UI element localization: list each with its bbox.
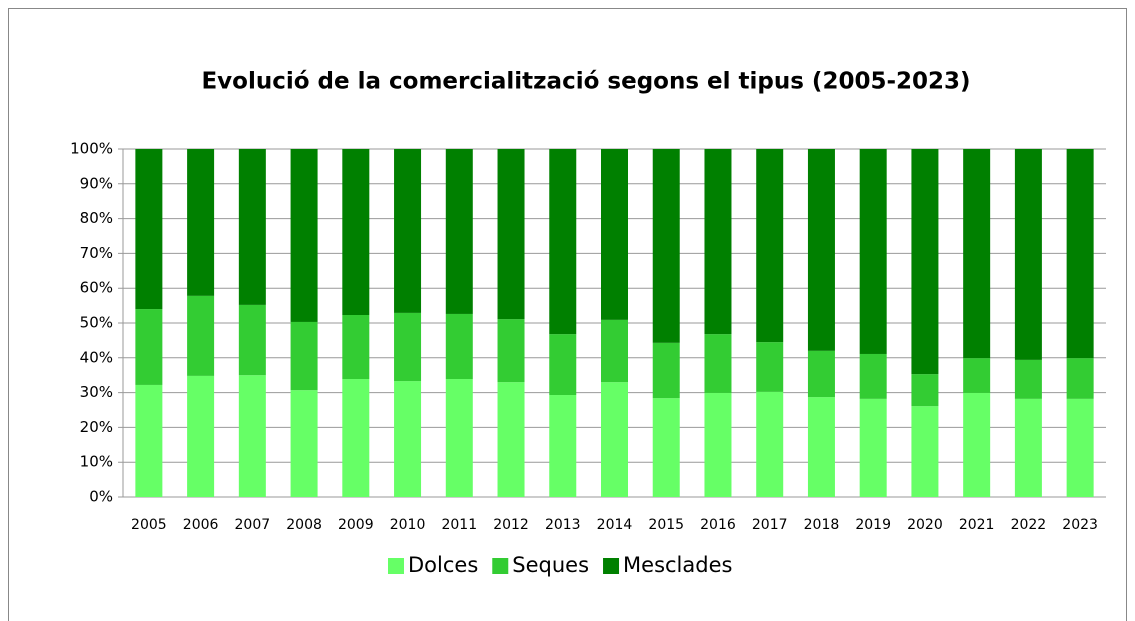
x-tick-label: 2013 [545, 517, 581, 533]
bar-segment [807, 350, 835, 398]
x-tick-label: 2011 [441, 517, 477, 533]
bar-segment [445, 149, 473, 314]
bar-segment [1014, 359, 1042, 399]
y-tick-label: 50% [80, 314, 113, 332]
bar-segment [859, 353, 887, 399]
bar-segment [187, 295, 215, 376]
x-tick-label: 2023 [1062, 517, 1098, 533]
bar-segment [290, 149, 318, 322]
bar-segment [445, 313, 473, 380]
bar-segment [652, 342, 680, 399]
bar-segment [911, 406, 939, 497]
bar-segment [963, 392, 991, 497]
bar-segment [704, 392, 732, 497]
bar-segment [394, 149, 422, 313]
legend-label: Mesclades [623, 553, 732, 577]
y-tick-label: 20% [80, 418, 113, 436]
bar-segment [1014, 398, 1042, 497]
bar-segment [859, 149, 887, 354]
bar-segment [1066, 398, 1094, 497]
bar-segment [601, 382, 628, 497]
x-tick-label: 2020 [907, 517, 943, 533]
y-tick-label: 40% [80, 348, 113, 366]
bar-segment [756, 342, 784, 392]
bar-segment [1066, 149, 1094, 359]
bar-segment [342, 149, 370, 315]
y-tick-label: 30% [80, 383, 113, 401]
y-tick-label: 0% [89, 488, 113, 506]
bar-segment [497, 149, 525, 320]
bar-segment [135, 384, 163, 497]
bar-segment [807, 397, 835, 497]
bar-segment [290, 321, 318, 391]
x-tick-label: 2009 [338, 517, 374, 533]
bar-segment [135, 149, 163, 310]
x-tick-label: 2014 [597, 517, 633, 533]
bar-segment [238, 375, 266, 497]
y-tick-label: 70% [80, 244, 113, 262]
legend-swatch [388, 558, 404, 574]
x-tick-label: 2005 [131, 517, 167, 533]
bar-segment [601, 149, 628, 320]
y-tick-label: 10% [80, 453, 113, 471]
bar-segment [963, 358, 991, 393]
x-tick-label: 2022 [1011, 517, 1047, 533]
legend-label: Dolces [408, 553, 478, 577]
x-tick-label: 2015 [648, 517, 684, 533]
chart-title: Evolució de la comercialització segons e… [201, 69, 970, 95]
y-tick-label: 100% [70, 140, 113, 158]
x-tick-label: 2019 [855, 517, 891, 533]
bar-segment [601, 319, 628, 383]
x-tick-label: 2021 [959, 517, 995, 533]
x-tick-label: 2007 [235, 517, 271, 533]
bar-segment [342, 314, 370, 380]
bar-segment [859, 398, 887, 497]
bar-segment [549, 395, 577, 497]
bar-segment [1066, 358, 1094, 399]
bar-segment [497, 319, 525, 383]
bar-segment [238, 149, 266, 305]
legend-swatch [603, 558, 620, 574]
bar-segment [652, 398, 680, 497]
bar-segment [756, 391, 784, 497]
x-tick-label: 2017 [752, 517, 788, 533]
y-tick-label: 80% [80, 209, 113, 227]
bar-segment [911, 149, 939, 375]
bar-segment [394, 312, 422, 382]
x-tick-label: 2010 [390, 517, 426, 533]
bar-segment [549, 149, 577, 335]
legend-swatch [492, 558, 509, 574]
x-tick-label: 2012 [493, 517, 529, 533]
bar-segment [445, 379, 473, 497]
x-tick-label: 2018 [804, 517, 840, 533]
bar-segment [1014, 149, 1042, 360]
x-tick-label: 2006 [183, 517, 219, 533]
bar-segment [704, 334, 732, 393]
legend-label: Seques [512, 553, 589, 577]
bar-segment [394, 381, 422, 497]
bar-segment [549, 334, 577, 396]
bar-segment [652, 149, 680, 343]
bar-segment [187, 375, 215, 497]
bar-segment [911, 374, 939, 407]
bar-segment [756, 149, 784, 343]
bar-segment [497, 382, 525, 497]
x-tick-label: 2008 [286, 517, 322, 533]
y-tick-label: 60% [80, 279, 113, 297]
bar-segment [290, 390, 318, 497]
x-tick-label: 2016 [700, 517, 736, 533]
bar-segment [135, 309, 163, 385]
bar-segment [704, 149, 732, 335]
bar-segment [342, 379, 370, 497]
bar-segment [187, 149, 215, 296]
bar-segment [807, 149, 835, 351]
bar-segment [963, 149, 991, 359]
bar-segment [238, 304, 266, 376]
y-tick-label: 90% [80, 174, 113, 192]
